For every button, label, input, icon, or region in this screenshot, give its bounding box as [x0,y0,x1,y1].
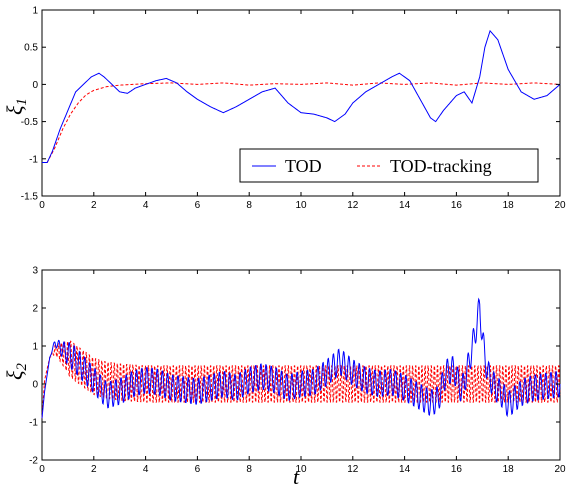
plot-xi1-ytick-label: -0.5 [21,117,39,128]
plot-xi2-xticks: 0 2 4 6 8 10 12 14 16 18 20 [39,270,566,475]
plot-xi2-ytick-label: 2 [32,304,38,315]
plot-xi1-xtick-label: 6 [195,200,201,211]
plot-xi2-ytick-label: 1 [32,342,38,353]
plot-xi1-xtick-label: 16 [451,200,463,211]
plot-xi2-xtick-label: 6 [195,464,201,475]
plot-xi1-xtick-label: 20 [554,200,566,211]
plot-xi1-xtick-label: 4 [143,200,149,211]
legend-box [239,148,539,183]
plot-xi2-xtick-label: 16 [451,464,463,475]
plot-xi2-xtick-label: 0 [39,464,45,475]
plot-xi1-ytick-label: 0.5 [24,43,38,54]
plot-xi2-xtick-label: 20 [554,464,566,475]
plot-xi2-ylabel: ξ2 [2,363,30,380]
plot-xi2-ytick-label: 0 [32,380,38,391]
plot-xi2-ytick-label: -2 [29,456,38,467]
legend: TOD TOD-tracking [239,148,539,183]
plot-xi1-xtick-label: 12 [347,200,359,211]
plot-xi2-series-tod-tracking [41,340,561,419]
plot-xi1-xtick-label: 2 [91,200,97,211]
plot-xi2-xtick-label: 14 [399,464,411,475]
plot-xi2-xtick-label: 10 [295,464,307,475]
legend-label-tod-tracking: TOD-tracking [390,156,492,176]
plot-xi2-yticks: -2 -1 0 1 2 3 [29,266,560,467]
plot-xi1-ylabel-sub: 1 [14,98,30,106]
plot-xi1-series-tod-tracking [42,82,561,164]
plot-xi1-series-tod [42,29,561,164]
plot-xi1-xtick-label: 8 [246,200,252,211]
plot-xi1-ylabel-symbol: ξ [2,105,27,115]
plot-xi1-ytick-label: 0 [32,80,38,91]
plot-xi1-ylabel: ξ1 [2,98,30,115]
plot-xi2-xtick-label: 4 [143,464,149,475]
plot-xi2-xtick-label: 8 [246,464,252,475]
plot-xi2-ylabel-symbol: ξ [2,370,27,380]
plot-xi1-xtick-label: 14 [399,200,411,211]
plot-xi2-xtick-label: 18 [503,464,515,475]
plot-xi2-ytick-label: 3 [32,266,38,277]
plot-xi1-ytick-label: -1 [29,154,38,165]
plot-xi2-ytick-label: -1 [29,418,38,429]
plot-xi1-ytick-label: -1.5 [21,192,39,203]
plot-xi2-frame [41,269,561,461]
plot-xi2-xtick-label: 12 [347,464,359,475]
plot-xi2-xlabel: t [293,464,300,489]
plot-xi1-xticks: 0 2 4 6 8 10 12 14 16 18 20 [39,10,566,211]
plot-xi1-xtick-label: 10 [295,200,307,211]
plot-xi2-series-tod [41,297,561,419]
plot-xi1-yticks: -1.5 -1 -0.5 0 0.5 1 [21,6,560,203]
plot-xi1-series [42,29,561,164]
plot-xi2-xtick-label: 2 [91,464,97,475]
plot-xi1: 0 2 4 6 8 10 12 14 16 18 20 -1.5-1-0.500.51 ξ1 TOD… [2,6,566,212]
plot-xi1-ytick-label: 1 [32,6,38,17]
plot-xi1-xtick-label: 0 [39,200,45,211]
plot-xi2-ylabel-sub: 2 [14,363,30,371]
plot-xi2-series [41,297,561,419]
plot-xi1-xtick-label: 18 [503,200,515,211]
legend-label-tod: TOD [285,156,322,176]
